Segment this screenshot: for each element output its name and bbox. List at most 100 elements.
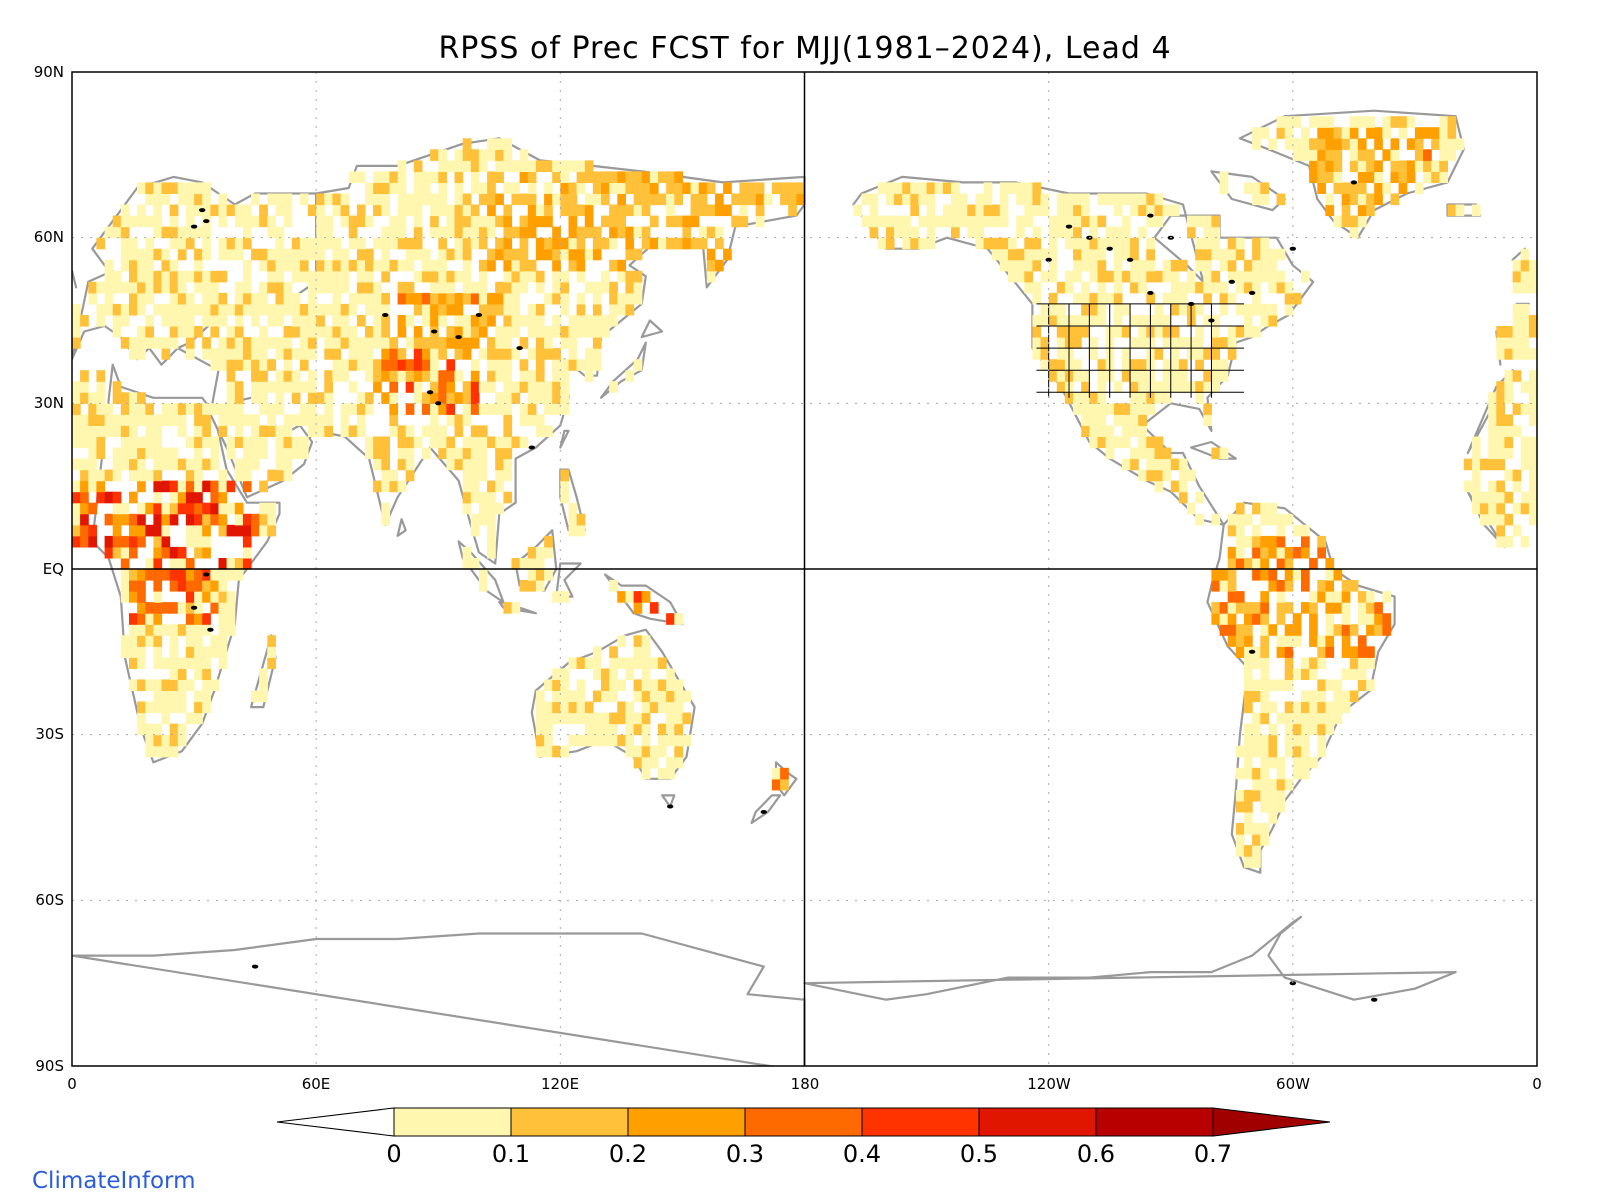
rpss-cell [902,193,911,206]
rpss-cell [72,392,81,404]
rpss-cell [462,215,472,228]
rpss-cell [462,469,472,482]
rpss-cell [137,580,146,592]
rpss-cell [1325,679,1335,691]
rpss-cell [1325,613,1335,625]
rpss-cell [267,226,276,239]
rpss-cell [755,193,765,206]
rpss-cell [487,215,496,228]
rpss-cell [194,281,203,294]
rpss-cell [1276,613,1286,625]
rpss-cell [1130,248,1139,261]
rpss-cell [910,204,919,217]
rpss-cell [218,635,228,647]
rpss-cell [633,723,643,736]
rpss-cell [299,193,309,206]
rpss-cell [1024,215,1033,228]
rpss-cell [438,447,447,460]
rpss-cell [72,502,81,515]
rpss-cell [959,215,968,228]
rpss-cell [1121,425,1131,437]
rpss-cell [560,171,569,183]
rpss-cell [185,315,195,327]
rpss-cell [373,315,382,327]
rpss-cell [275,381,285,393]
rpss-cell [177,546,187,559]
rpss-cell [470,237,480,250]
rpss-cell [299,315,309,327]
rpss-cell [1398,116,1408,128]
lake-mark [528,445,535,450]
rpss-cell [625,668,635,680]
rpss-cell [1366,657,1375,669]
rpss-cell [1341,613,1351,625]
rpss-cell [218,414,228,426]
rpss-cell [1187,281,1196,294]
rpss-cell [495,292,504,305]
rpss-cell [104,414,114,426]
rpss-cell [1227,237,1237,250]
rpss-cell [951,182,960,194]
rpss-cell [308,326,317,338]
rpss-cell [1463,458,1473,471]
rpss-cell [1138,381,1147,393]
rpss-cell [535,381,545,393]
rpss-cell [1113,270,1123,283]
rpss-cell [177,326,187,338]
rpss-cell [625,701,635,714]
rpss-cell [592,646,602,658]
rpss-cell [1162,392,1172,404]
rpss-cell [275,425,285,437]
rpss-cell [1357,613,1367,625]
rpss-cell [1333,690,1343,703]
rpss-cell [104,513,114,526]
rpss-cell [283,414,293,426]
rpss-cell [552,381,561,393]
rpss-cell [185,635,195,647]
rpss-cell [1211,315,1221,327]
rpss-cell [80,381,89,393]
rpss-cell [609,303,618,316]
rpss-cell [137,292,146,305]
rpss-cell [942,204,952,217]
rpss-cell [649,182,659,194]
rpss-cell [1512,469,1522,482]
rpss-cell [177,624,187,636]
rpss-cell [96,425,106,437]
rpss-cell [194,690,203,703]
rpss-cell [381,171,390,183]
rpss-cell [267,303,276,316]
rpss-cell [1073,248,1082,261]
rpss-cell [1341,182,1351,194]
rpss-cell [1325,723,1335,736]
rpss-cell [723,182,732,194]
rpss-cell [153,745,163,758]
rpss-cell [470,425,480,437]
rpss-cell [129,569,138,581]
rpss-cell [145,469,154,482]
rpss-cell [194,303,203,316]
rpss-cell [535,723,545,736]
rpss-cell [690,182,700,194]
rpss-cell [129,436,138,449]
rpss-cell [283,193,293,206]
rpss-cell [1024,270,1033,283]
rpss-cell [983,204,993,217]
rpss-cell [1317,745,1326,758]
rpss-cell [478,381,488,393]
rpss-cell [1040,337,1050,349]
rpss-cell [967,215,976,228]
rpss-cell [169,303,179,316]
rpss-cell [405,436,415,449]
rpss-cell [430,193,439,206]
rpss-cell [1211,513,1221,526]
rpss-cell [478,149,488,161]
rpss-cell [88,502,97,515]
rpss-cell [397,447,407,460]
rpss-cell [511,226,521,239]
rpss-cell [576,524,586,537]
rpss-cell [560,248,569,261]
rpss-cell [1480,513,1489,526]
rpss-cell [161,535,171,548]
rpss-cell [356,337,366,349]
